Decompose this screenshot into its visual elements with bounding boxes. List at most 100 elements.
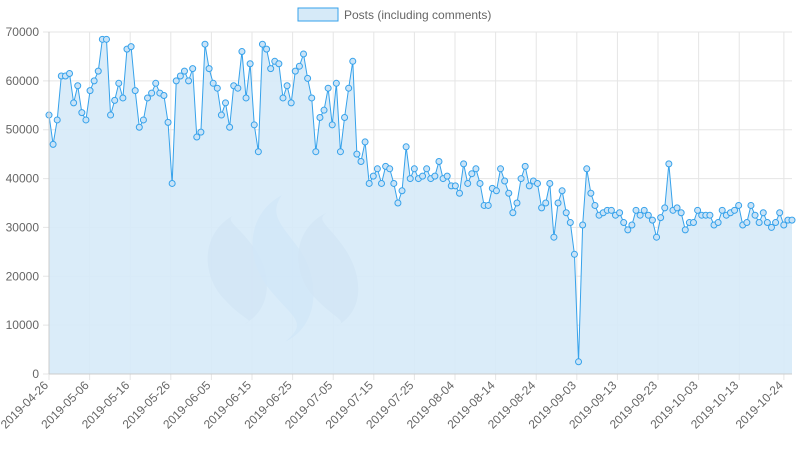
data-point <box>546 179 554 187</box>
data-point <box>505 189 513 197</box>
data-point <box>616 209 624 217</box>
data-point <box>402 143 410 151</box>
data-point <box>226 123 234 131</box>
data-point <box>365 179 373 187</box>
data-point <box>353 150 361 158</box>
data-point <box>361 138 369 146</box>
legend-label: Posts (including comments) <box>344 8 491 22</box>
data-point <box>201 40 209 48</box>
data-point <box>53 116 61 124</box>
data-point <box>349 57 357 65</box>
data-point <box>443 172 451 180</box>
data-point <box>205 65 213 73</box>
data-point <box>788 216 796 224</box>
data-point <box>378 179 385 187</box>
data-point <box>681 226 689 234</box>
y-tick-label: 10000 <box>6 318 40 332</box>
data-point <box>328 121 336 129</box>
data-point <box>562 209 570 217</box>
data-point <box>579 221 587 229</box>
data-point <box>661 204 669 212</box>
data-point <box>308 94 316 102</box>
data-point <box>751 211 759 219</box>
plot-area <box>45 35 796 374</box>
data-point <box>316 114 324 121</box>
data-point <box>111 96 119 104</box>
data-point <box>78 109 86 117</box>
data-point <box>718 206 726 214</box>
data-point <box>49 140 57 148</box>
data-point <box>127 43 135 51</box>
data-point <box>706 211 714 219</box>
data-point <box>279 94 287 102</box>
data-point <box>304 74 312 82</box>
data-point <box>550 233 558 241</box>
data-point <box>345 84 353 92</box>
data-point <box>119 94 127 102</box>
data-point <box>180 67 188 75</box>
data-point <box>763 219 771 227</box>
data-point <box>743 219 751 227</box>
data-point <box>283 82 291 90</box>
data-point <box>287 99 295 107</box>
data-point <box>509 209 517 217</box>
y-tick-label: 50000 <box>6 123 40 137</box>
data-point <box>767 223 775 231</box>
data-point <box>624 226 632 234</box>
data-point <box>558 187 566 195</box>
data-points <box>45 35 796 366</box>
data-point <box>373 165 381 173</box>
series-area <box>49 39 792 374</box>
data-point <box>653 233 661 241</box>
data-point <box>501 177 509 185</box>
data-point <box>185 77 193 85</box>
data-point <box>176 72 184 80</box>
x-tick-label: 2019-10-24 <box>733 378 787 432</box>
data-point <box>242 94 250 102</box>
data-point <box>324 84 332 92</box>
data-point <box>476 179 484 187</box>
data-point <box>66 70 74 78</box>
data-point <box>213 84 221 92</box>
data-point <box>209 79 217 87</box>
data-point <box>148 89 156 97</box>
y-tick-label: 20000 <box>6 269 40 283</box>
data-point <box>258 40 266 48</box>
data-point <box>398 187 406 195</box>
data-point <box>566 219 574 227</box>
data-point <box>451 182 459 190</box>
data-point <box>131 87 139 95</box>
data-point <box>517 175 525 183</box>
data-point <box>472 165 480 173</box>
data-point <box>193 133 201 141</box>
y-tick-label: 60000 <box>6 74 40 88</box>
data-point <box>460 160 468 168</box>
data-point <box>172 77 180 85</box>
data-point <box>406 175 414 183</box>
data-point <box>772 219 780 227</box>
data-point <box>390 179 398 187</box>
data-point <box>222 99 230 107</box>
data-point <box>357 157 365 165</box>
data-point <box>628 221 636 229</box>
data-point <box>291 67 299 75</box>
data-point <box>160 92 168 100</box>
data-point <box>74 82 82 90</box>
data-point <box>254 148 262 156</box>
data-point <box>90 77 98 85</box>
data-point <box>533 179 541 187</box>
y-tick-label: 70000 <box>6 25 40 39</box>
data-point <box>431 172 439 180</box>
data-point <box>521 162 529 170</box>
data-point <box>86 87 94 95</box>
data-point <box>164 118 172 126</box>
data-point <box>102 35 110 43</box>
data-point <box>217 111 225 119</box>
data-point <box>484 201 492 209</box>
data-point <box>525 182 533 190</box>
legend[interactable]: Posts (including comments) <box>297 7 491 22</box>
data-point <box>497 165 505 173</box>
data-point <box>644 211 652 219</box>
data-point <box>410 165 418 173</box>
data-point <box>513 199 521 207</box>
